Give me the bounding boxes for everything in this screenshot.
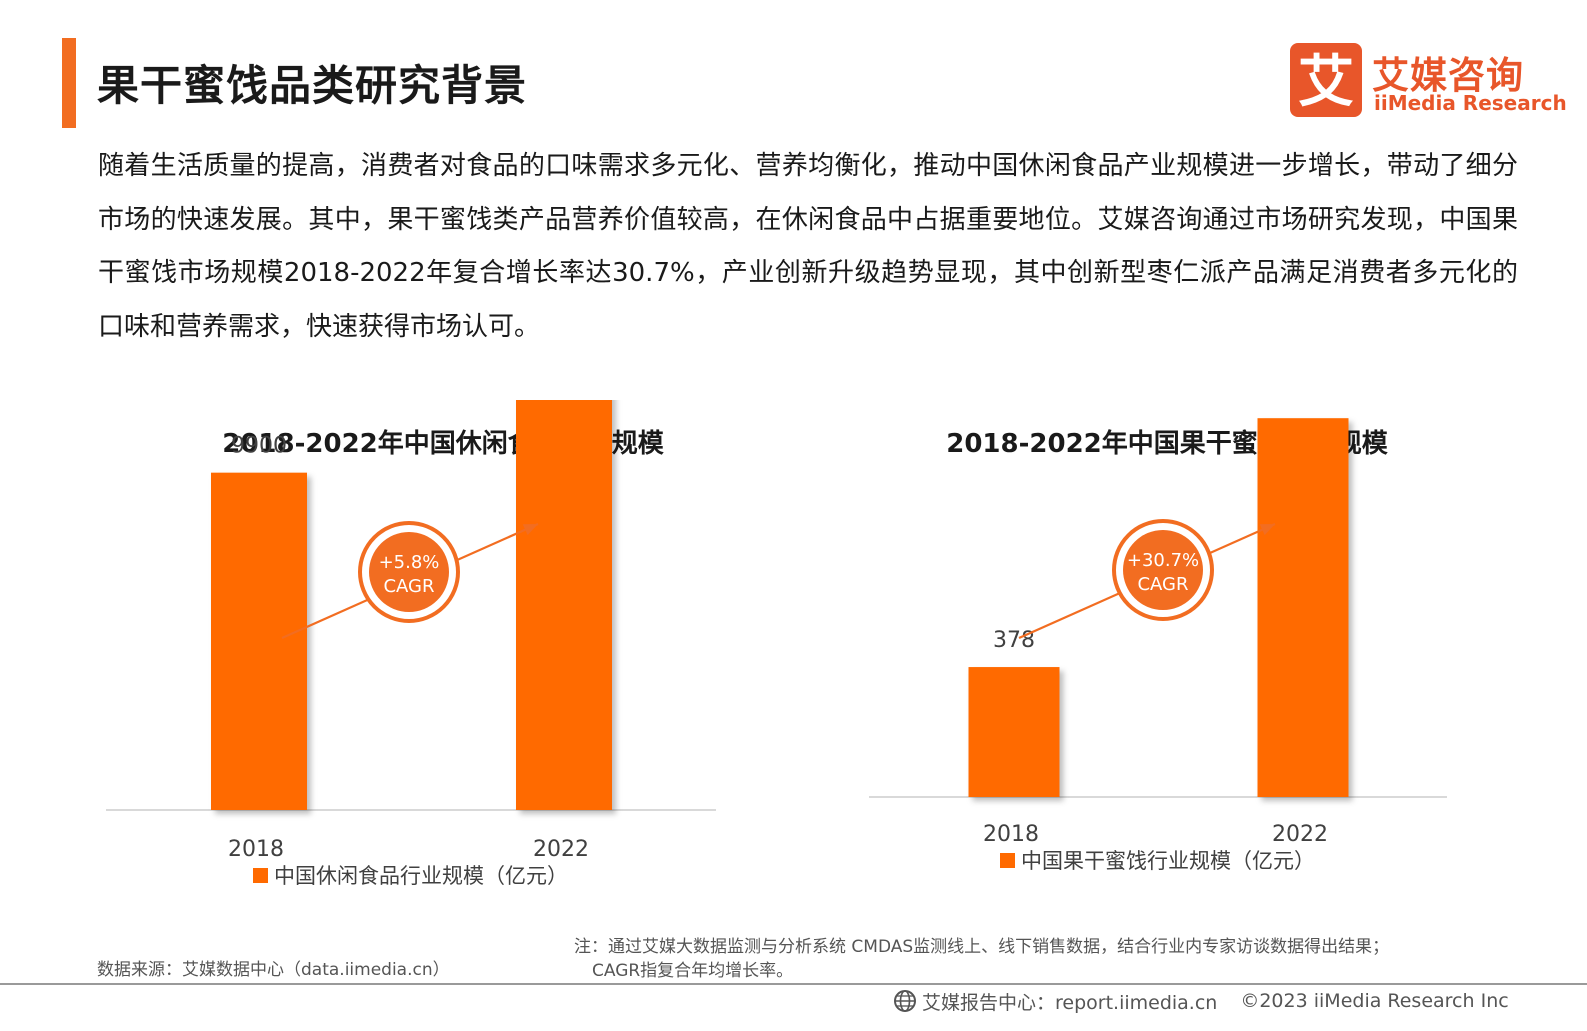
logo-mark-icon: 艾	[1290, 43, 1362, 117]
chart-1-trend-arrow-head	[522, 524, 538, 536]
iimedia-logo: 艾 艾媒咨询 iiMedia Research	[1290, 43, 1567, 117]
chart-1-tick-label-2018: 2018	[228, 837, 284, 862]
footer-report-center[interactable]: 艾媒报告中心：report.iimedia.cn	[922, 991, 1218, 1014]
chart-2-cagr-label: CAGR	[1137, 574, 1188, 595]
globe-icon	[894, 990, 916, 1012]
footer-divider	[0, 983, 1587, 985]
footnote-line-2: CAGR指复合年均增长率。	[592, 961, 794, 981]
charts-area: 2018-2022年中国休闲食品市场规模99002018123912022+5.…	[106, 400, 1447, 888]
intro-paragraph: 随着生活质量的提高，消费者对食品的口味需求多元化、营养均衡化，推动中国休闲食品产…	[98, 151, 1518, 342]
chart-1-legend-swatch	[253, 868, 268, 883]
footer: 艾媒报告中心：report.iimedia.cn ©2023 iiMedia R…	[893, 988, 1509, 1014]
logo-mark-char: 艾	[1298, 50, 1354, 115]
chart-1-tick-label-2022: 2022	[533, 837, 589, 862]
chart-1-cagr-badge	[369, 532, 449, 612]
chart-2-legend-swatch	[1000, 853, 1015, 868]
footer-copyright: ©2023 iiMedia Research Inc	[1240, 990, 1509, 1012]
chart-1-bar-2022	[516, 400, 612, 810]
chart-1-bar-2018	[211, 472, 307, 810]
title-accent-bar	[62, 38, 76, 128]
chart-2-cagr-value: +30.7%	[1127, 550, 1199, 571]
chart-2-tick-label-2018: 2018	[983, 822, 1039, 847]
chart-2-tick-label-2022: 2022	[1272, 822, 1328, 847]
chart-2-trend-arrow-head	[1259, 524, 1275, 536]
chart-2-bar-2022	[1257, 418, 1349, 797]
footnote: 注：通过艾媒大数据监测与分析系统 CMDAS监测线上、线下销售数据，结合行业内专…	[574, 935, 1389, 983]
logo-name-cn: 艾媒咨询	[1372, 54, 1524, 97]
page-title: 果干蜜饯品类研究背景	[97, 61, 528, 110]
chart-2-data-label-2022: 1102	[1275, 400, 1331, 404]
chart-1-cagr-value: +5.8%	[379, 552, 440, 573]
chart-1-cagr-label: CAGR	[383, 576, 434, 597]
chart-2-data-label-2018: 378	[993, 628, 1035, 653]
data-source: 数据来源：艾媒数据中心（data.iimedia.cn）	[97, 960, 450, 980]
footnote-line-1: 注：通过艾媒大数据监测与分析系统 CMDAS监测线上、线下销售数据，结合行业内专…	[574, 937, 1390, 957]
chart-2-legend-label: 中国果干蜜饯行业规模（亿元）	[1021, 849, 1315, 873]
chart-2-cagr-badge	[1123, 530, 1203, 610]
logo-name-en: iiMedia Research	[1374, 91, 1567, 115]
chart-1-legend-label: 中国休闲食品行业规模（亿元）	[274, 864, 568, 888]
chart-2-bar-2018	[968, 667, 1060, 797]
chart-1-data-label-2018: 9900	[231, 434, 287, 459]
